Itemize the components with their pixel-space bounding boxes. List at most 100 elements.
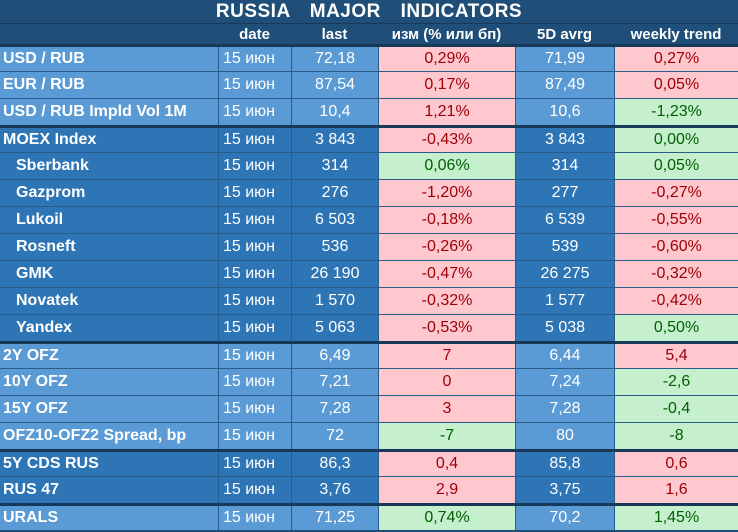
cell-name[interactable]: MOEX Index	[0, 128, 218, 152]
cell-trend[interactable]: 0,00%	[614, 128, 738, 152]
cell-change[interactable]: 7	[378, 344, 515, 368]
cell-avg[interactable]: 3,75	[515, 477, 614, 503]
cell-avg[interactable]: 314	[515, 153, 614, 179]
cell-change[interactable]: 0	[378, 369, 515, 395]
cell-date[interactable]: 15 июн	[218, 423, 291, 449]
cell-last[interactable]: 26 190	[291, 261, 378, 287]
cell-avg[interactable]: 10,6	[515, 99, 614, 125]
cell-avg[interactable]: 539	[515, 234, 614, 260]
cell-trend[interactable]: 5,4	[614, 344, 738, 368]
cell-avg[interactable]: 7,28	[515, 396, 614, 422]
cell-date[interactable]: 15 июн	[218, 180, 291, 206]
cell-change[interactable]: -1,20%	[378, 180, 515, 206]
cell-name[interactable]: USD / RUB	[0, 47, 218, 71]
cell-change[interactable]: -7	[378, 423, 515, 449]
cell-date[interactable]: 15 июн	[218, 153, 291, 179]
cell-date[interactable]: 15 июн	[218, 369, 291, 395]
cell-trend[interactable]: 1,45%	[614, 506, 738, 530]
cell-trend[interactable]: -0,4	[614, 396, 738, 422]
cell-avg[interactable]: 85,8	[515, 452, 614, 476]
cell-trend[interactable]: 0,05%	[614, 153, 738, 179]
cell-last[interactable]: 7,21	[291, 369, 378, 395]
cell-date[interactable]: 15 июн	[218, 72, 291, 98]
cell-name[interactable]: 15Y OFZ	[0, 396, 218, 422]
cell-avg[interactable]: 87,49	[515, 72, 614, 98]
cell-change[interactable]: -0,32%	[378, 288, 515, 314]
cell-name[interactable]: URALS	[0, 506, 218, 530]
cell-avg[interactable]: 7,24	[515, 369, 614, 395]
cell-last[interactable]: 314	[291, 153, 378, 179]
cell-last[interactable]: 3 843	[291, 128, 378, 152]
cell-trend[interactable]: 0,27%	[614, 47, 738, 71]
cell-date[interactable]: 15 июн	[218, 234, 291, 260]
cell-last[interactable]: 276	[291, 180, 378, 206]
cell-trend[interactable]: -0,55%	[614, 207, 738, 233]
cell-name[interactable]: GMK	[0, 261, 218, 287]
cell-last[interactable]: 87,54	[291, 72, 378, 98]
cell-last[interactable]: 6 503	[291, 207, 378, 233]
cell-date[interactable]: 15 июн	[218, 452, 291, 476]
cell-last[interactable]: 71,25	[291, 506, 378, 530]
cell-trend[interactable]: 0,50%	[614, 315, 738, 341]
cell-last[interactable]: 10,4	[291, 99, 378, 125]
cell-last[interactable]: 1 570	[291, 288, 378, 314]
cell-trend[interactable]: -0,42%	[614, 288, 738, 314]
cell-change[interactable]: 0,29%	[378, 47, 515, 71]
cell-name[interactable]: 5Y CDS RUS	[0, 452, 218, 476]
cell-date[interactable]: 15 июн	[218, 261, 291, 287]
cell-trend[interactable]: -0,60%	[614, 234, 738, 260]
cell-change[interactable]: -0,53%	[378, 315, 515, 341]
cell-change[interactable]: 2,9	[378, 477, 515, 503]
cell-change[interactable]: -0,47%	[378, 261, 515, 287]
cell-trend[interactable]: 1,6	[614, 477, 738, 503]
cell-avg[interactable]: 1 577	[515, 288, 614, 314]
cell-name[interactable]: EUR / RUB	[0, 72, 218, 98]
cell-name[interactable]: OFZ10-OFZ2 Spread, bp	[0, 423, 218, 449]
cell-trend[interactable]: -8	[614, 423, 738, 449]
cell-avg[interactable]: 6 539	[515, 207, 614, 233]
cell-last[interactable]: 72,18	[291, 47, 378, 71]
cell-name[interactable]: 10Y OFZ	[0, 369, 218, 395]
cell-last[interactable]: 536	[291, 234, 378, 260]
cell-avg[interactable]: 26 275	[515, 261, 614, 287]
cell-trend[interactable]: -2,6	[614, 369, 738, 395]
cell-last[interactable]: 6,49	[291, 344, 378, 368]
cell-avg[interactable]: 71,99	[515, 47, 614, 71]
cell-date[interactable]: 15 июн	[218, 315, 291, 341]
cell-change[interactable]: 0,4	[378, 452, 515, 476]
cell-avg[interactable]: 3 843	[515, 128, 614, 152]
cell-name[interactable]: 2Y OFZ	[0, 344, 218, 368]
cell-date[interactable]: 15 июн	[218, 396, 291, 422]
cell-change[interactable]: 3	[378, 396, 515, 422]
cell-change[interactable]: 0,74%	[378, 506, 515, 530]
cell-change[interactable]: -0,18%	[378, 207, 515, 233]
cell-name[interactable]: RUS 47	[0, 477, 218, 503]
cell-trend[interactable]: -0,27%	[614, 180, 738, 206]
cell-last[interactable]: 5 063	[291, 315, 378, 341]
cell-name[interactable]: Yandex	[0, 315, 218, 341]
cell-date[interactable]: 15 июн	[218, 477, 291, 503]
cell-last[interactable]: 86,3	[291, 452, 378, 476]
cell-avg[interactable]: 80	[515, 423, 614, 449]
cell-last[interactable]: 7,28	[291, 396, 378, 422]
cell-name[interactable]: Gazprom	[0, 180, 218, 206]
cell-name[interactable]: USD / RUB Impld Vol 1M	[0, 99, 218, 125]
cell-last[interactable]: 72	[291, 423, 378, 449]
cell-date[interactable]: 15 июн	[218, 99, 291, 125]
cell-last[interactable]: 3,76	[291, 477, 378, 503]
cell-avg[interactable]: 6,44	[515, 344, 614, 368]
cell-avg[interactable]: 5 038	[515, 315, 614, 341]
cell-change[interactable]: 1,21%	[378, 99, 515, 125]
cell-change[interactable]: 0,06%	[378, 153, 515, 179]
cell-name[interactable]: Rosneft	[0, 234, 218, 260]
cell-trend[interactable]: 0,6	[614, 452, 738, 476]
cell-date[interactable]: 15 июн	[218, 207, 291, 233]
cell-avg[interactable]: 277	[515, 180, 614, 206]
cell-trend[interactable]: -0,32%	[614, 261, 738, 287]
cell-date[interactable]: 15 июн	[218, 344, 291, 368]
cell-trend[interactable]: 0,05%	[614, 72, 738, 98]
cell-trend[interactable]: -1,23%	[614, 99, 738, 125]
cell-avg[interactable]: 70,2	[515, 506, 614, 530]
cell-date[interactable]: 15 июн	[218, 47, 291, 71]
cell-date[interactable]: 15 июн	[218, 128, 291, 152]
